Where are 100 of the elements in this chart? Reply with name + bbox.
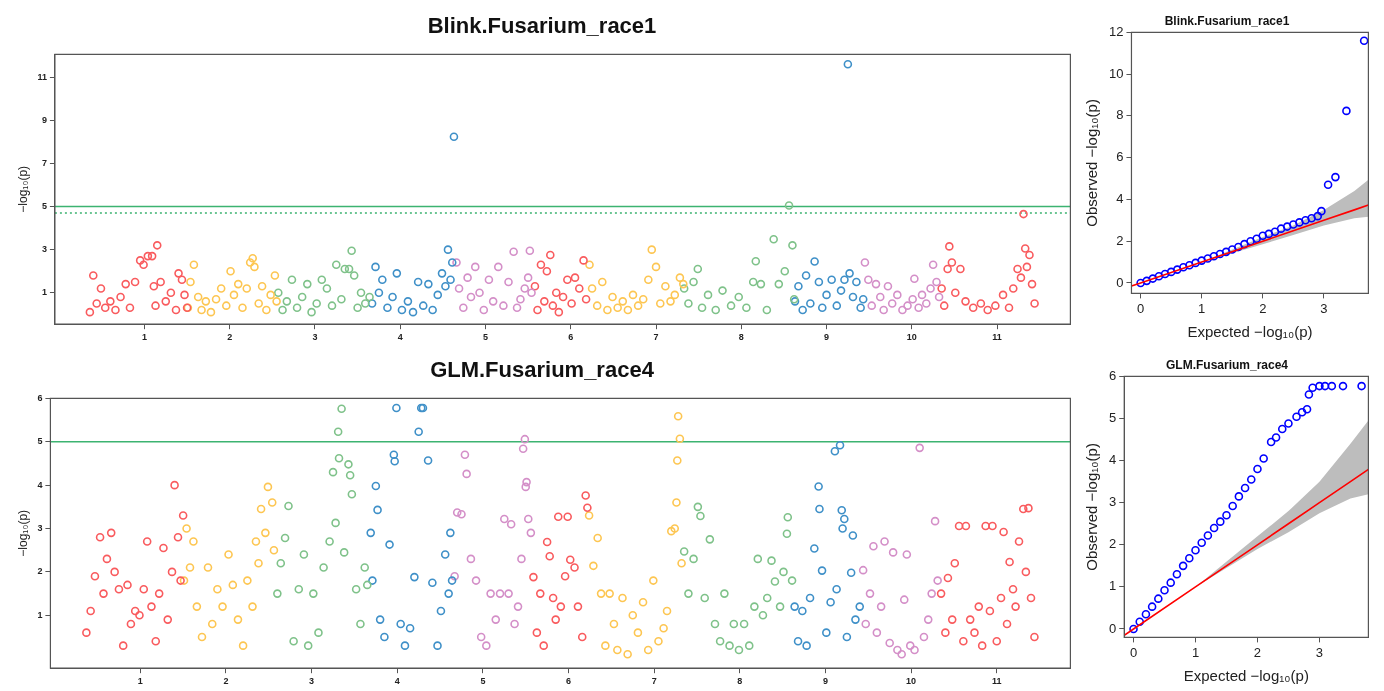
x-tick-label: 4 <box>397 332 403 343</box>
point <box>466 554 476 564</box>
point <box>822 628 831 637</box>
point <box>756 279 766 289</box>
point <box>530 281 540 291</box>
point <box>504 589 513 598</box>
point <box>633 301 643 310</box>
point <box>340 264 350 274</box>
point <box>815 504 824 514</box>
point <box>506 519 516 529</box>
y-tick-label: 5 <box>37 436 43 447</box>
point <box>848 292 858 302</box>
point <box>523 273 533 282</box>
point <box>96 284 106 293</box>
point <box>787 576 797 585</box>
point <box>684 589 693 598</box>
point <box>565 555 575 565</box>
point <box>830 447 840 456</box>
point <box>806 299 815 308</box>
point <box>297 292 307 302</box>
point <box>902 550 912 559</box>
point <box>1215 249 1225 259</box>
point <box>587 284 597 293</box>
point <box>939 301 949 310</box>
x-tick-label: 1 <box>137 676 143 687</box>
point <box>1172 569 1182 579</box>
point <box>1004 303 1014 313</box>
point <box>603 305 612 315</box>
point <box>1209 251 1219 261</box>
point <box>443 245 453 254</box>
point <box>351 584 361 594</box>
point <box>423 456 433 465</box>
point <box>983 305 992 315</box>
point <box>977 641 987 650</box>
point <box>867 301 877 310</box>
x-tick-label: 3 <box>309 676 315 687</box>
point <box>1357 381 1366 391</box>
point <box>331 260 341 270</box>
point <box>280 533 290 543</box>
point <box>130 277 140 287</box>
point <box>879 305 888 315</box>
point <box>1327 381 1337 391</box>
point <box>852 277 861 287</box>
point <box>705 535 715 544</box>
point <box>1227 245 1237 254</box>
point <box>254 558 263 568</box>
point <box>197 632 207 642</box>
point <box>947 258 957 267</box>
point <box>774 279 784 289</box>
point <box>309 589 318 598</box>
point <box>1147 602 1157 611</box>
point <box>334 453 344 463</box>
point <box>1264 229 1274 239</box>
point <box>513 602 523 611</box>
point <box>725 641 734 650</box>
point <box>742 303 751 313</box>
x-tick-label: 7 <box>653 332 659 343</box>
point <box>337 404 346 414</box>
point <box>331 518 340 528</box>
point <box>273 589 282 598</box>
x-tick-label: 2 <box>223 676 229 687</box>
point <box>266 290 275 300</box>
point <box>840 275 849 285</box>
y-tick-label: 0 <box>1109 620 1117 636</box>
point <box>581 294 591 304</box>
point <box>1021 567 1031 577</box>
point <box>90 571 100 581</box>
point <box>817 303 827 313</box>
point <box>758 610 768 620</box>
x-tick-label: 11 <box>992 332 1002 343</box>
point <box>282 297 292 306</box>
point <box>988 521 997 531</box>
point <box>325 537 334 546</box>
point <box>1154 594 1163 603</box>
chart-title: Blink.Fusarium_race1 <box>1164 13 1290 28</box>
point <box>400 641 410 650</box>
point <box>798 305 807 315</box>
point <box>499 301 508 310</box>
point <box>362 580 372 590</box>
point <box>675 273 685 282</box>
point <box>488 297 498 306</box>
point <box>207 619 217 629</box>
point <box>1295 218 1304 227</box>
point <box>149 281 159 291</box>
point <box>462 469 471 479</box>
point <box>390 457 399 466</box>
point <box>1185 260 1194 270</box>
y-axis-title: Observed −log₁₀(p) <box>1083 99 1101 227</box>
point <box>403 297 413 306</box>
point <box>1209 523 1219 533</box>
point <box>608 292 617 302</box>
point <box>628 610 638 620</box>
point <box>633 628 643 637</box>
point <box>618 593 627 603</box>
point <box>527 288 536 298</box>
point <box>1277 424 1287 434</box>
point <box>623 650 632 659</box>
point <box>647 245 657 254</box>
point <box>865 589 875 598</box>
point <box>932 277 941 287</box>
